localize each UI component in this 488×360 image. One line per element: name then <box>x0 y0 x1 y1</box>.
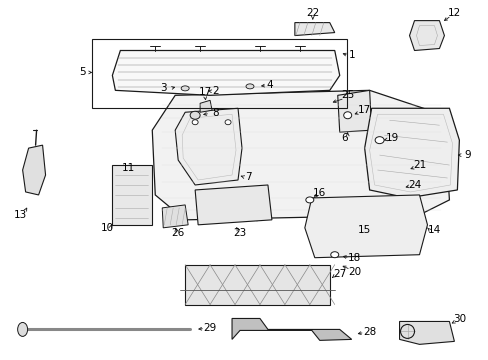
Ellipse shape <box>18 323 27 336</box>
Polygon shape <box>175 108 242 185</box>
Ellipse shape <box>181 86 189 91</box>
Text: 17: 17 <box>357 105 370 115</box>
Polygon shape <box>408 21 444 50</box>
Text: 18: 18 <box>347 253 361 263</box>
Text: 27: 27 <box>332 269 346 279</box>
Text: 4: 4 <box>266 80 273 90</box>
Polygon shape <box>364 108 458 198</box>
Text: 3: 3 <box>160 84 166 93</box>
Text: 10: 10 <box>101 223 114 233</box>
Text: 13: 13 <box>14 210 27 220</box>
Text: 2: 2 <box>211 86 218 96</box>
Bar <box>92 39 346 108</box>
Text: 1: 1 <box>347 50 354 60</box>
Ellipse shape <box>190 111 200 119</box>
Text: 29: 29 <box>203 323 216 333</box>
Text: 25: 25 <box>341 90 354 100</box>
Ellipse shape <box>305 197 313 203</box>
Text: 20: 20 <box>347 267 361 276</box>
Text: 14: 14 <box>427 225 440 235</box>
Text: 17: 17 <box>198 87 211 97</box>
Ellipse shape <box>343 112 351 119</box>
Text: 7: 7 <box>244 172 251 182</box>
Text: 16: 16 <box>312 188 326 198</box>
Text: 28: 28 <box>362 327 375 337</box>
Text: 5: 5 <box>79 67 85 77</box>
Text: 21: 21 <box>412 160 425 170</box>
Text: 6: 6 <box>341 133 347 143</box>
Polygon shape <box>152 90 448 220</box>
Bar <box>112 165 152 225</box>
Polygon shape <box>22 145 45 195</box>
Ellipse shape <box>245 84 253 89</box>
Text: 26: 26 <box>171 228 184 238</box>
Text: 19: 19 <box>385 133 398 143</box>
Text: 24: 24 <box>407 180 420 190</box>
Polygon shape <box>304 195 427 258</box>
Polygon shape <box>399 321 453 345</box>
Text: 9: 9 <box>463 150 470 160</box>
Text: 12: 12 <box>447 8 460 18</box>
Ellipse shape <box>224 120 230 125</box>
Polygon shape <box>200 100 212 112</box>
Text: 15: 15 <box>357 225 370 235</box>
Ellipse shape <box>192 120 198 125</box>
Polygon shape <box>337 90 371 132</box>
Polygon shape <box>195 185 271 225</box>
Text: 23: 23 <box>233 228 246 238</box>
Polygon shape <box>294 23 334 36</box>
Text: 11: 11 <box>122 163 135 173</box>
Polygon shape <box>185 265 329 305</box>
Polygon shape <box>162 205 188 228</box>
Polygon shape <box>112 50 339 95</box>
Text: 8: 8 <box>211 108 218 118</box>
Ellipse shape <box>330 252 338 258</box>
Text: 30: 30 <box>452 314 465 324</box>
Ellipse shape <box>374 137 383 144</box>
Text: 22: 22 <box>305 8 319 18</box>
Polygon shape <box>232 319 351 340</box>
